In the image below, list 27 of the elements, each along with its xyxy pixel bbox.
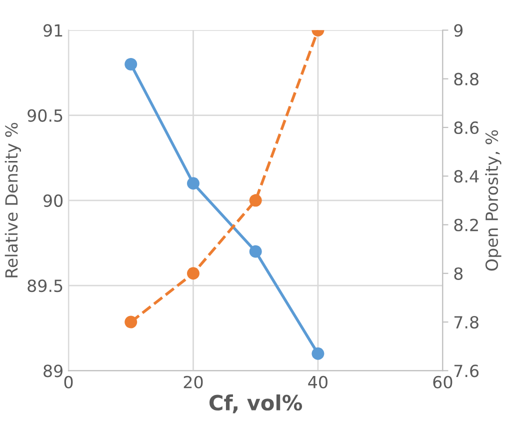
y2-axis-title: Open Porosity, %	[485, 130, 502, 271]
y2-tick-label: 8.4	[454, 170, 479, 183]
x-tick-label: 60	[433, 376, 452, 388]
point	[186, 267, 200, 280]
y-tick-label: 89	[44, 364, 62, 378]
x-tick-label: 20	[184, 376, 203, 388]
y2-tick-label: 7.8	[454, 316, 478, 329]
y2-tick-label: 8	[454, 267, 463, 280]
point	[124, 58, 138, 70]
y2-tick-label: 7.6	[454, 364, 479, 378]
point	[124, 316, 138, 328]
x-axis-title: Cf, vol%	[209, 394, 302, 414]
y2-tick-label: 8.2	[454, 218, 478, 232]
y-tick-label: 90.5	[28, 109, 62, 122]
y-tick-label: 91	[43, 24, 62, 37]
x-tick-label: 40	[308, 376, 328, 388]
point	[249, 245, 262, 258]
y2-tick-label: 8.6	[454, 121, 479, 134]
point	[312, 347, 324, 360]
y-axis-title: Relative Density %	[4, 122, 21, 278]
y2-tick-label: 8.8	[454, 72, 478, 86]
x-tick-label: 0	[64, 376, 73, 388]
y2-tick-label: 9	[454, 24, 463, 37]
point	[249, 194, 262, 207]
point	[186, 177, 200, 190]
y-tick-label: 89.5	[28, 280, 62, 292]
y-tick-label: 90	[43, 194, 63, 207]
